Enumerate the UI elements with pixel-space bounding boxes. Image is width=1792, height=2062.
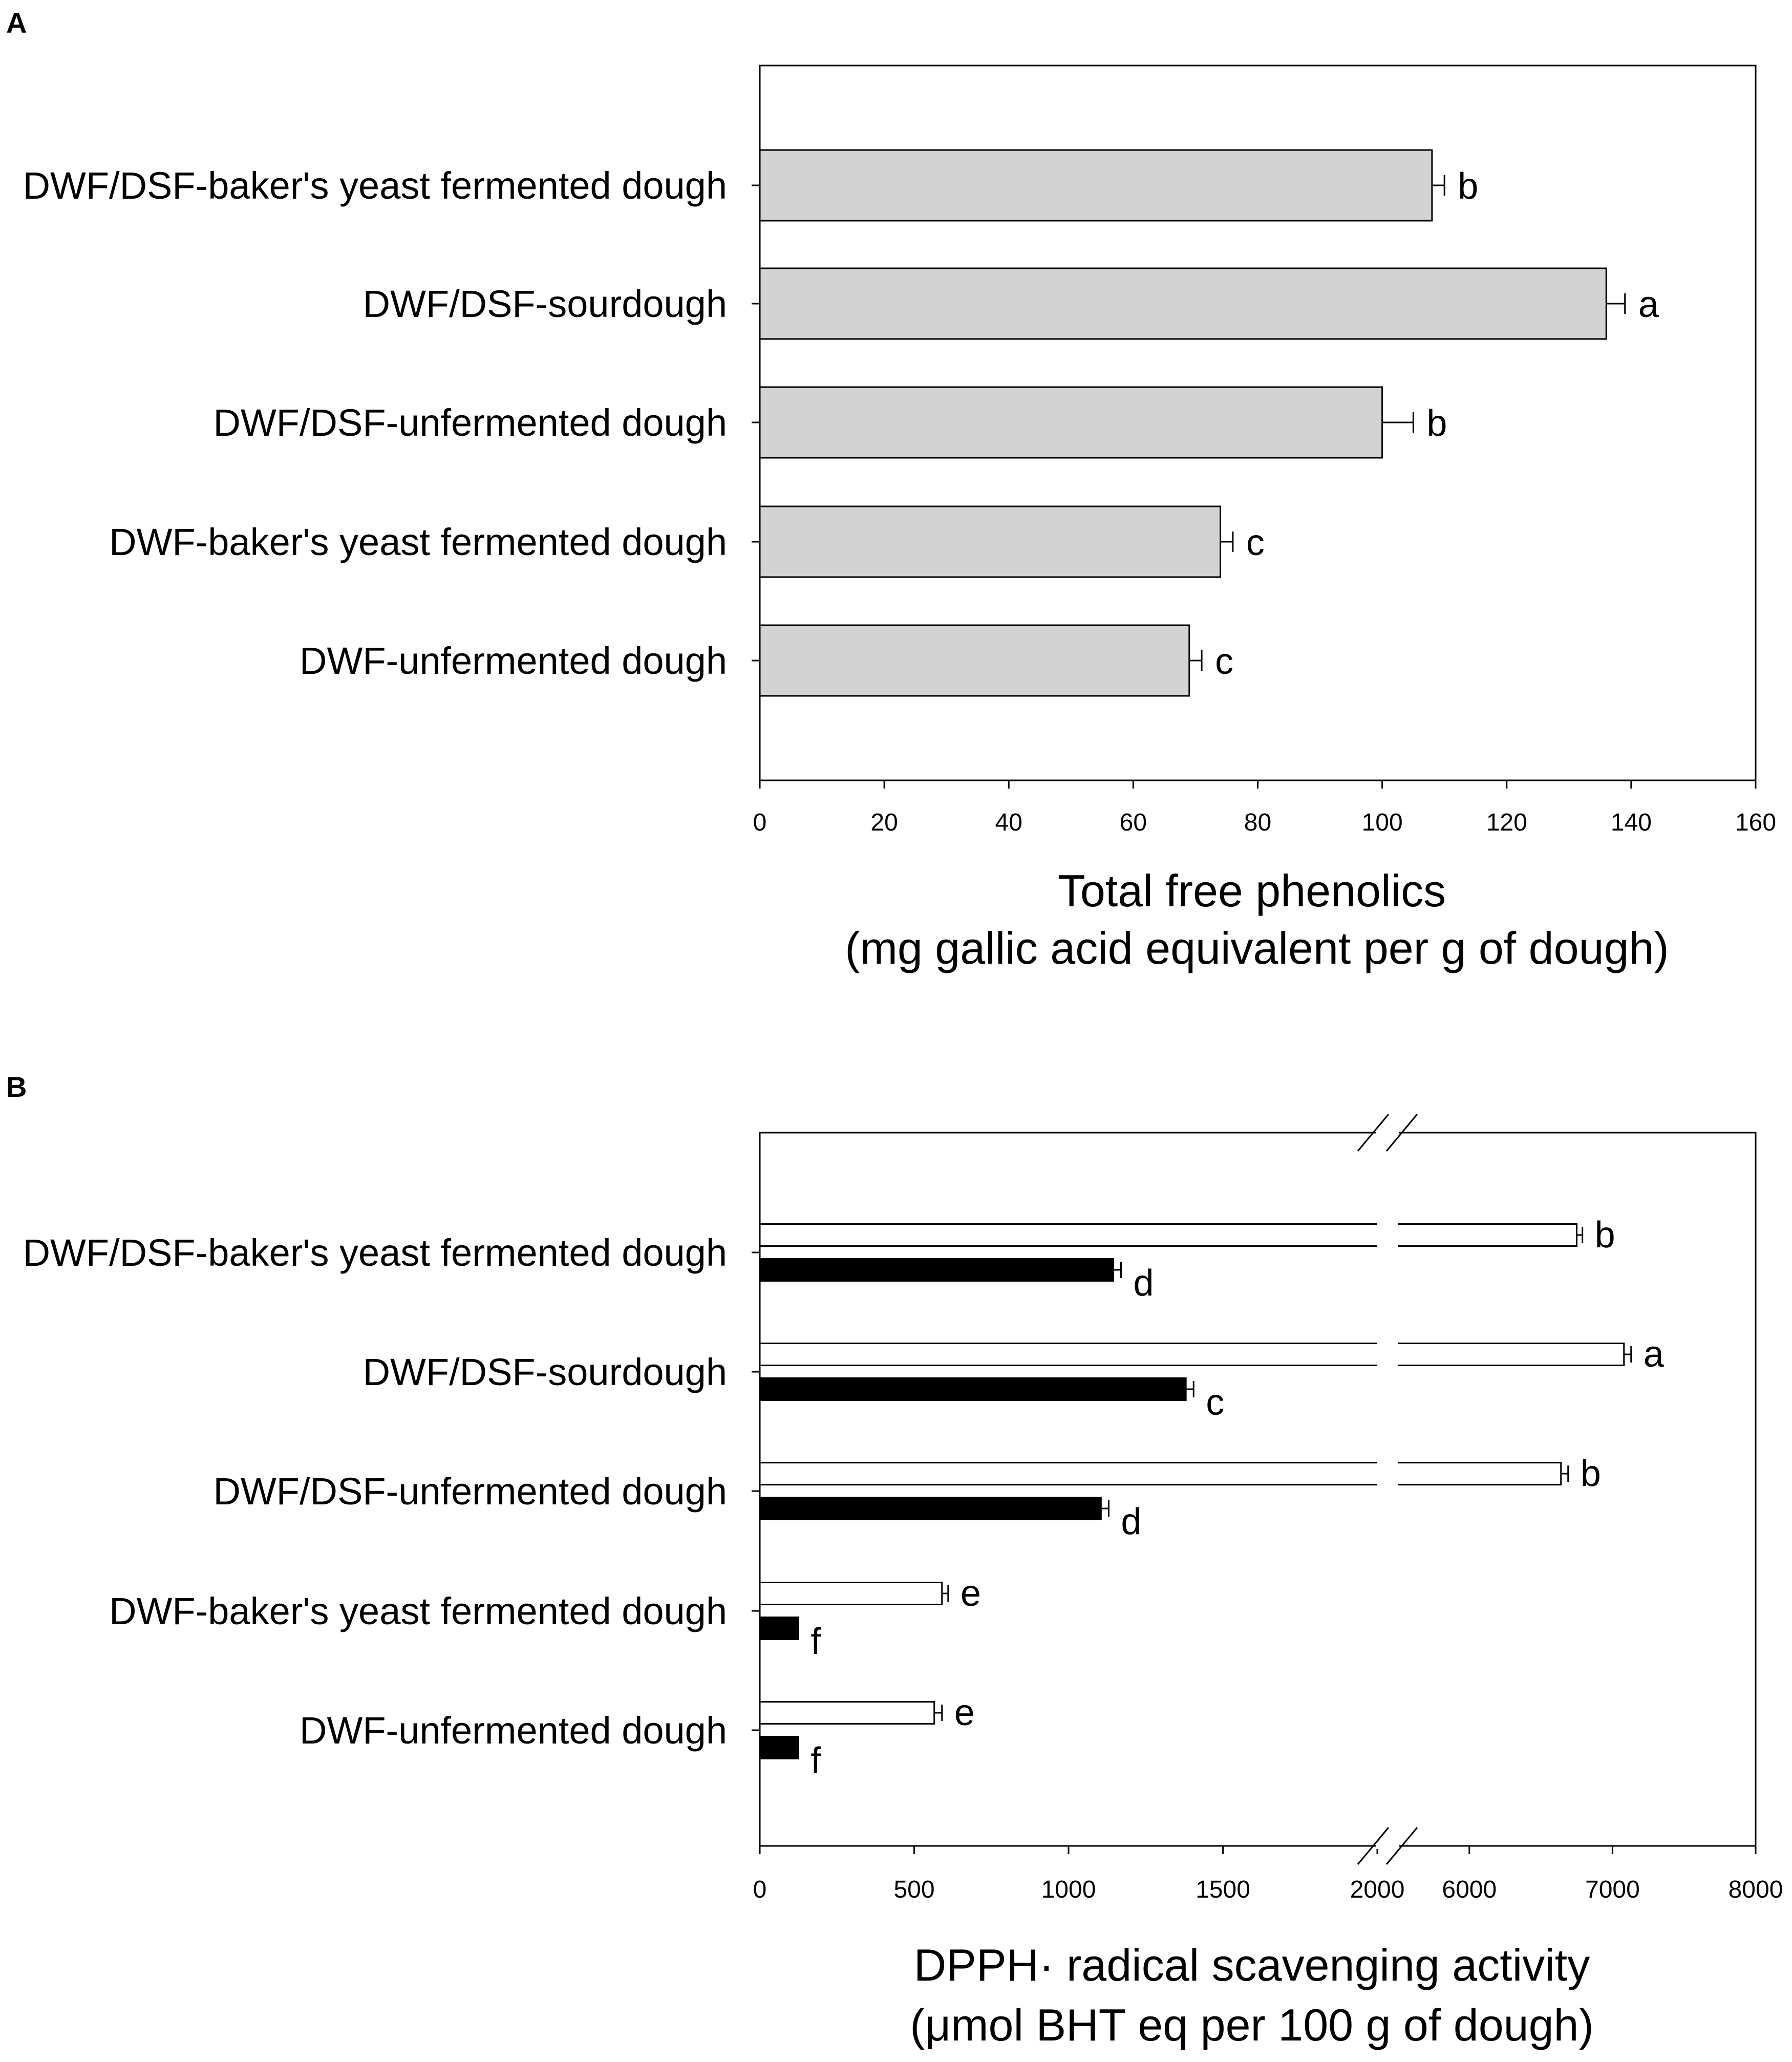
panel-b-x-axis: 0 500 1000 1500 2000 6000 7000 8000: [753, 1846, 1783, 1903]
panel-b-x-tick-label: 1000: [1041, 1876, 1096, 1903]
panel-a-x-axis-title: Total free phenolics: [1058, 865, 1446, 916]
panel-b-white-bar: [759, 1582, 943, 1605]
panel-b: B 0 500 1000 1500 2000 6000 7000 8000 b a b e e d c d f…: [6, 1071, 1783, 2050]
panel-a-x-tick-label: 100: [1362, 809, 1403, 836]
panel-a-x-axis: 0 20 40 60 80 100 120 140 160: [753, 780, 1776, 836]
panel-a-x-tick-label: 40: [995, 809, 1022, 836]
panel-b-significance-letter: e: [954, 1692, 975, 1733]
panel-a-significance-letter: b: [1458, 166, 1478, 207]
panel-b-bar-break-gap: [1377, 1341, 1398, 1368]
panel-b-axis-break-gap: [1376, 1130, 1399, 1136]
panel-a-category-label: DWF-baker's yeast fermented dough: [109, 521, 727, 563]
panel-a-significance-letter: c: [1215, 641, 1233, 682]
panel-b-axis-break-slash: [1385, 1114, 1418, 1152]
panel-a-x-tick-label: 160: [1735, 809, 1776, 836]
panel-b-x-axis-subtitle: (μmol BHT eq per 100 g of dough): [910, 2000, 1594, 2050]
panel-b-white-bar: [759, 1223, 1577, 1247]
panel-b-significance-letter: e: [961, 1573, 981, 1614]
panel-b-significance-letter: f: [810, 1740, 821, 1781]
panel-b-white-bar: [759, 1343, 1625, 1366]
panel-b-significance-letter: c: [1206, 1382, 1224, 1423]
panel-b-label: B: [6, 1071, 27, 1103]
panel-b-significance-letter: b: [1581, 1453, 1601, 1494]
panel-a-x-tick-label: 20: [870, 809, 898, 836]
panel-b-significance-letter: f: [810, 1621, 821, 1662]
panel-b-axis-break-slash: [1385, 1827, 1418, 1865]
panel-b-x-tick-label: 8000: [1729, 1876, 1783, 1903]
panel-a-category-label: DWF/DSF-sourdough: [363, 283, 727, 325]
panel-a-category-label: DWF/DSF-baker's yeast fermented dough: [23, 164, 727, 207]
panel-b-black-bar: [759, 1258, 1114, 1282]
panel-b-axis-break-gap: [1376, 1843, 1399, 1849]
panel-a-x-axis-subtitle: (mg gallic acid equivalent per g of doug…: [845, 923, 1669, 973]
panel-b-axis-break: [1357, 1114, 1418, 1865]
panel-a-significance-letter: a: [1638, 284, 1659, 325]
panel-a: A 0 20 40 60 80 100 120 140 160 b a b c c DWF/DSF-ba…: [6, 7, 1776, 973]
panel-b-significance-letter: d: [1121, 1501, 1141, 1542]
panel-b-category-label: DWF/DSF-baker's yeast fermented dough: [23, 1231, 727, 1274]
panel-b-x-tick-label: 500: [893, 1876, 934, 1903]
panel-a-significance-letter: c: [1246, 522, 1265, 563]
panel-a-x-tick-label: 140: [1611, 809, 1652, 836]
panel-b-bar-break-gap: [1377, 1460, 1398, 1487]
panel-b-significance-letter: b: [1595, 1215, 1615, 1256]
panel-a-significance-letter: b: [1426, 403, 1447, 444]
panel-a-bar: [759, 386, 1383, 459]
panel-b-white-bar: [759, 1462, 1562, 1485]
panel-b-category-label: DWF/DSF-sourdough: [363, 1351, 727, 1393]
panel-a-bar: [759, 149, 1433, 222]
panel-b-black-bar: [759, 1377, 1187, 1401]
panel-b-x-tick-label: 7000: [1585, 1876, 1640, 1903]
panel-b-black-bar: [759, 1497, 1102, 1520]
panel-a-category-label: DWF/DSF-unfermented dough: [213, 401, 727, 444]
panel-b-white-bar: [759, 1701, 935, 1725]
panel-b-category-labels: DWF/DSF-baker's yeast fermented dough DWF…: [23, 1231, 760, 1752]
panel-b-plot-frame: [759, 1132, 1757, 1847]
panel-a-bar: [759, 505, 1222, 578]
panel-b-axis-break-slash: [1357, 1114, 1390, 1152]
panel-b-bar-break-gap: [1377, 1222, 1398, 1248]
panel-b-black-bar: [759, 1617, 799, 1640]
panel-b-black-bar: [759, 1736, 799, 1759]
panel-b-x-tick-label: 2000: [1350, 1876, 1405, 1903]
panel-b-significance-letter: d: [1134, 1263, 1154, 1304]
panel-a-x-tick-label: 60: [1120, 809, 1147, 836]
panel-b-x-axis-title: DPPH· radical scavenging activity: [914, 1940, 1590, 1990]
panel-b-bars: b a b e e d c d f f: [759, 1215, 1665, 1781]
panel-b-axis-break-slash: [1357, 1827, 1390, 1865]
panel-a-category-labels: DWF/DSF-baker's yeast fermented dough DWF…: [23, 164, 760, 682]
panel-a-bar: [759, 624, 1190, 697]
panel-a-bar: [759, 267, 1607, 340]
panel-a-label: A: [6, 7, 27, 39]
panel-a-x-tick-label: 0: [753, 809, 767, 836]
panel-b-significance-letter: a: [1644, 1334, 1665, 1375]
panel-b-x-tick-label: 0: [753, 1876, 767, 1903]
panel-b-x-tick-label: 6000: [1442, 1876, 1497, 1903]
panel-a-x-tick-label: 120: [1486, 809, 1527, 836]
panel-b-x-tick-label: 1500: [1196, 1876, 1250, 1903]
panel-b-category-label: DWF-unfermented dough: [300, 1709, 727, 1752]
panel-a-category-label: DWF-unfermented dough: [300, 640, 727, 682]
panel-a-bars: b a b c c: [759, 149, 1659, 697]
panel-b-category-label: DWF-baker's yeast fermented dough: [109, 1590, 727, 1632]
panel-a-x-tick-label: 80: [1244, 809, 1271, 836]
panel-b-category-label: DWF/DSF-unfermented dough: [213, 1470, 727, 1513]
